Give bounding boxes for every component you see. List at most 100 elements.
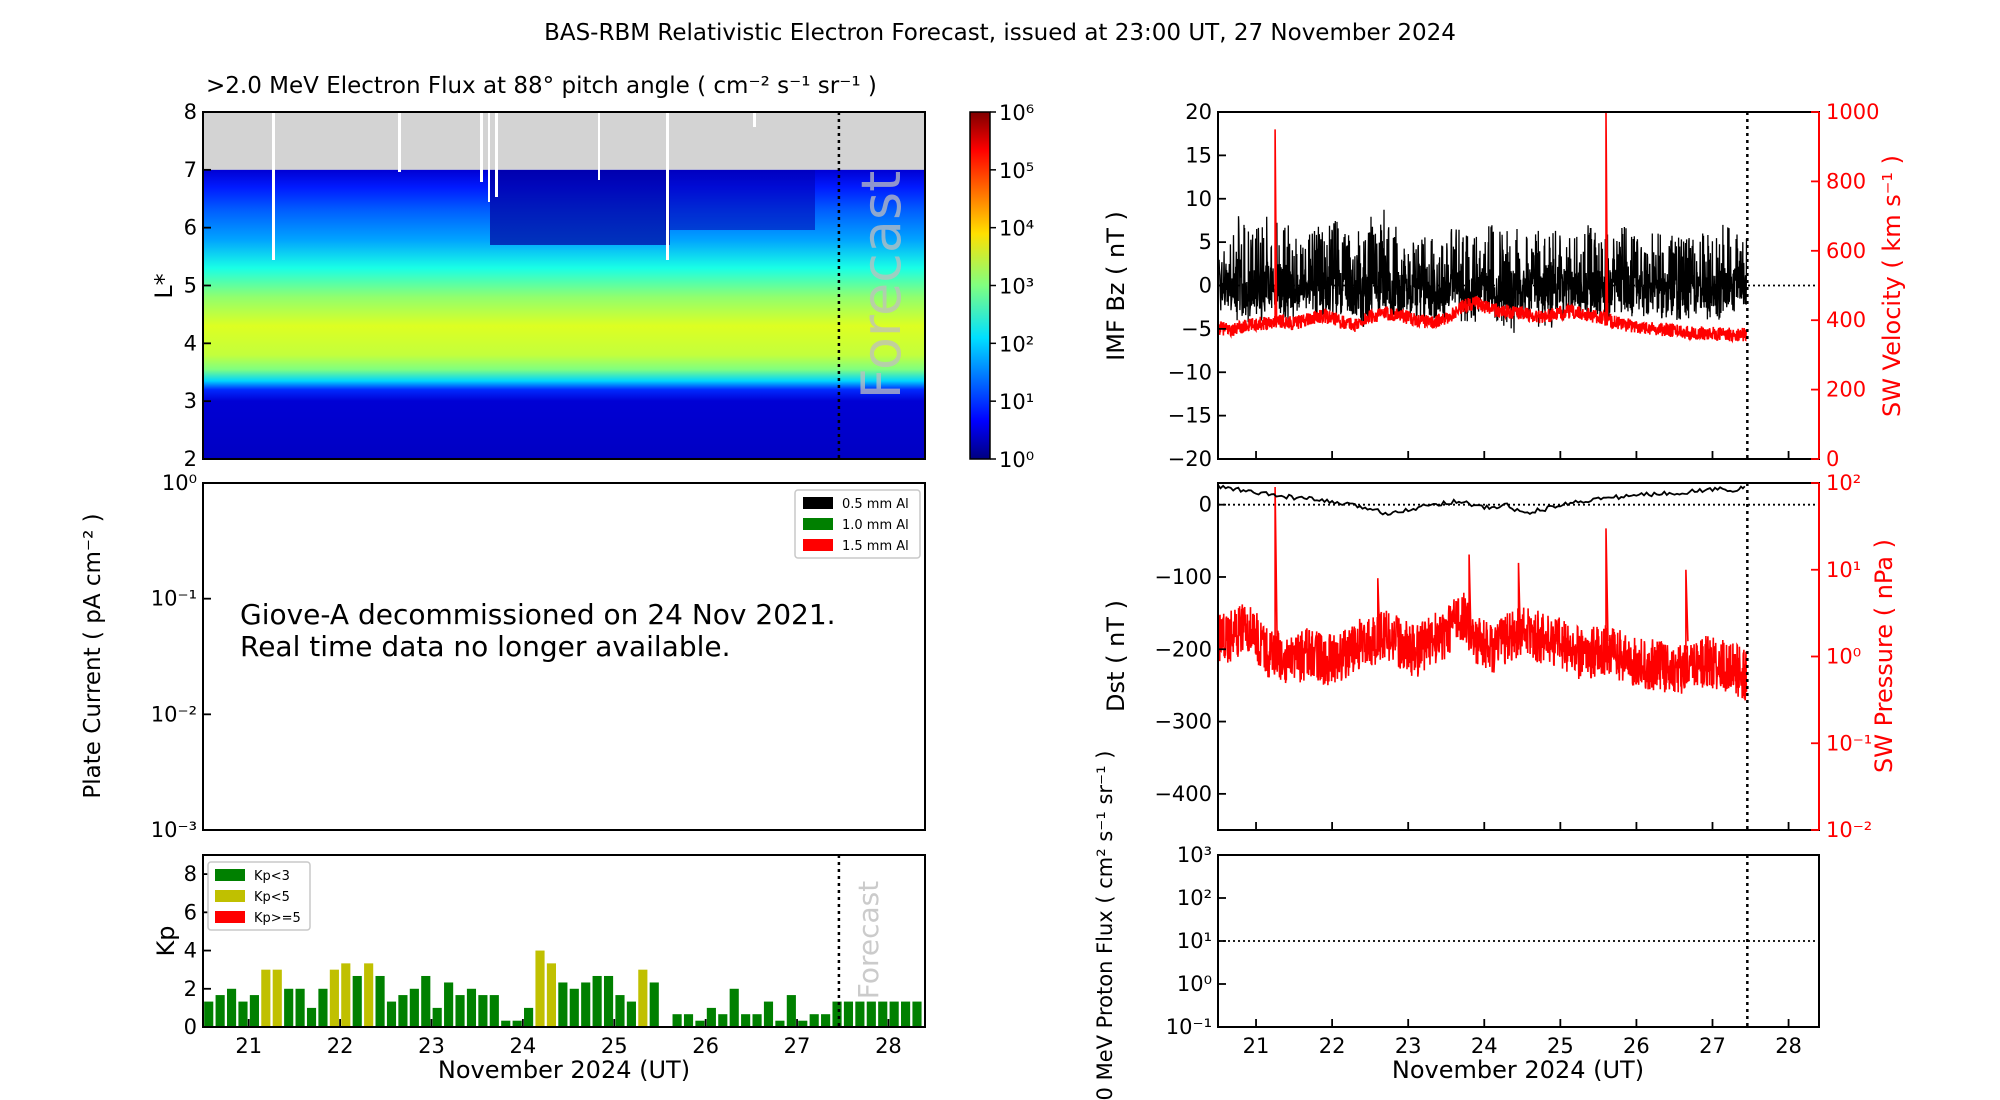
decommission-note-line1: Giove-A decommissioned on 24 Nov 2021. bbox=[240, 598, 836, 631]
kp-bar bbox=[581, 982, 591, 1027]
kp-bar bbox=[512, 1020, 522, 1027]
kp-bar bbox=[775, 1020, 785, 1027]
flux-y-tick-label: 6 bbox=[184, 216, 197, 240]
legend-label: 1.0 mm Al bbox=[842, 518, 909, 533]
kp-bar bbox=[695, 1020, 705, 1027]
flux-y-ticks: 2 3 4 5 6 7 8 bbox=[184, 100, 211, 471]
proton-y-tick-label: 10⁰ bbox=[1177, 972, 1212, 996]
kp-bar bbox=[466, 988, 477, 1027]
kp-bar bbox=[546, 963, 556, 1027]
kp-bar bbox=[798, 1020, 808, 1027]
kp-bar bbox=[821, 1014, 831, 1027]
colorbar-tick-label: 10¹ bbox=[999, 390, 1034, 414]
flux-y-tick-label: 5 bbox=[184, 274, 197, 298]
flux-y-tick-label: 4 bbox=[184, 331, 197, 355]
sw-velocity-tick-label: 1000 bbox=[1826, 100, 1879, 124]
kp-bar bbox=[409, 988, 419, 1027]
kp-bar bbox=[375, 975, 385, 1027]
kp-x-tick-label: 26 bbox=[692, 1034, 719, 1058]
sw-pressure-tick-label: 10⁻¹ bbox=[1826, 731, 1872, 755]
forecast-label: Forecast bbox=[852, 881, 885, 1000]
flux-white-streak bbox=[753, 112, 756, 127]
sw-pressure-tick-label: 10¹ bbox=[1826, 558, 1861, 582]
kp-x-tick-label: 27 bbox=[784, 1034, 811, 1058]
kp-bar bbox=[306, 1007, 317, 1027]
kp-x-tick-label: 24 bbox=[510, 1034, 537, 1058]
proton-x-tick-label: 27 bbox=[1699, 1034, 1726, 1058]
colorbar-tick-label: 10⁶ bbox=[999, 101, 1034, 125]
proton-x-tick-label: 24 bbox=[1471, 1034, 1498, 1058]
colorbar: 10⁰ 10¹ 10² 10³ 10⁴ 10⁵ 10⁶ bbox=[969, 101, 1034, 472]
decommission-note-line2: Real time data no longer available. bbox=[240, 630, 731, 663]
kp-bar bbox=[603, 975, 614, 1027]
kp-bar bbox=[204, 1001, 214, 1027]
kp-bar bbox=[809, 1014, 819, 1027]
legend-entry: Kp<5 bbox=[215, 890, 290, 905]
flux-dark-patch bbox=[490, 170, 670, 245]
legend-entry: 0.5 mm Al bbox=[803, 497, 909, 512]
imf-panel: −20 −15 −10 −5 0 5 10 15 20 0 200 400 600 800 1000 IM… bbox=[1102, 100, 1906, 471]
colorbar-tick-label: 10⁴ bbox=[999, 217, 1034, 241]
kp-y-tick-label: 0 bbox=[184, 1015, 197, 1039]
legend-swatch bbox=[803, 539, 833, 551]
flux-y-tick-label: 3 bbox=[184, 389, 197, 413]
legend-swatch bbox=[803, 497, 833, 509]
sw-pressure-series bbox=[1218, 486, 1748, 701]
kp-bar bbox=[352, 975, 362, 1027]
sw-velocity-tick-label: 0 bbox=[1826, 447, 1839, 471]
imf-y-tick-label: 20 bbox=[1185, 100, 1212, 124]
kp-bar bbox=[558, 982, 568, 1027]
flux-white-streak bbox=[495, 112, 498, 197]
sw-velocity-tick-label: 600 bbox=[1826, 239, 1866, 263]
kp-bar bbox=[866, 1001, 876, 1027]
flux-white-streak bbox=[480, 112, 483, 182]
electron-flux-panel: >2.0 MeV Electron Flux at 88° pitch angl… bbox=[150, 73, 926, 471]
sw-velocity-label: SW Velocity ( km s⁻¹ ) bbox=[1878, 155, 1906, 417]
kp-bar bbox=[569, 988, 579, 1027]
imf-y-tick-label: 10 bbox=[1185, 187, 1212, 211]
proton-x-tick-label: 25 bbox=[1547, 1034, 1574, 1058]
kp-bar bbox=[786, 995, 796, 1027]
plate-y-tick-label: 10⁻³ bbox=[151, 818, 197, 842]
kp-x-label: November 2024 (UT) bbox=[438, 1056, 690, 1084]
kp-bar bbox=[398, 995, 408, 1027]
flux-white-streak bbox=[488, 112, 490, 202]
imf-y-ticks: −20 −15 −10 −5 0 5 10 15 20 bbox=[1168, 100, 1226, 471]
kp-bar bbox=[638, 969, 648, 1027]
kp-bar bbox=[295, 988, 305, 1027]
colorbar-tick-label: 10⁰ bbox=[999, 448, 1034, 472]
proton-y-ticks: 10⁻¹ 10⁰ 10¹ 10² 10³ bbox=[1166, 843, 1226, 1039]
flux-y-tick-label: 2 bbox=[184, 447, 197, 471]
dst-y-tick-label: −300 bbox=[1154, 710, 1212, 734]
dst-series bbox=[1218, 484, 1746, 516]
kp-bar bbox=[226, 988, 237, 1027]
proton-y-tick-label: 10³ bbox=[1177, 843, 1212, 867]
plot-frame bbox=[202, 854, 926, 1028]
flux-y-label: L* bbox=[150, 273, 178, 298]
kp-y-tick-label: 6 bbox=[184, 900, 197, 924]
flux-white-streak bbox=[272, 112, 275, 260]
flux-white-streak bbox=[598, 112, 600, 180]
flux-dark-patch bbox=[665, 170, 815, 230]
sw-pressure-tick-label: 10² bbox=[1826, 471, 1861, 495]
dst-y-ticks: 0 −100 −200 −300 −400 bbox=[1154, 493, 1226, 806]
imf-y-tick-label: 5 bbox=[1199, 230, 1212, 254]
legend-entry: 1.5 mm Al bbox=[803, 539, 909, 554]
plate-y-tick-label: 10⁰ bbox=[162, 471, 197, 495]
figure-title: BAS-RBM Relativistic Electron Forecast, … bbox=[544, 20, 1456, 46]
sw-velocity-series bbox=[1218, 112, 1747, 344]
plate-y-ticks: 10⁻³ 10⁻² 10⁻¹ 10⁰ bbox=[151, 471, 211, 842]
imf-y-tick-label: 15 bbox=[1185, 143, 1212, 167]
flux-grey-region bbox=[203, 112, 925, 170]
kp-y-tick-label: 4 bbox=[184, 939, 197, 963]
flux-white-streak bbox=[398, 112, 401, 172]
imf-y-tick-label: 0 bbox=[1199, 274, 1212, 298]
sw-pressure-tick-label: 10⁰ bbox=[1826, 645, 1861, 669]
legend-label: Kp>=5 bbox=[254, 911, 301, 926]
plate-y-tick-label: 10⁻² bbox=[151, 702, 197, 726]
kp-bar bbox=[318, 988, 328, 1027]
kp-bar bbox=[421, 975, 431, 1027]
dst-y-tick-label: 0 bbox=[1199, 493, 1212, 517]
sw-velocity-tick-label: 200 bbox=[1826, 378, 1866, 402]
